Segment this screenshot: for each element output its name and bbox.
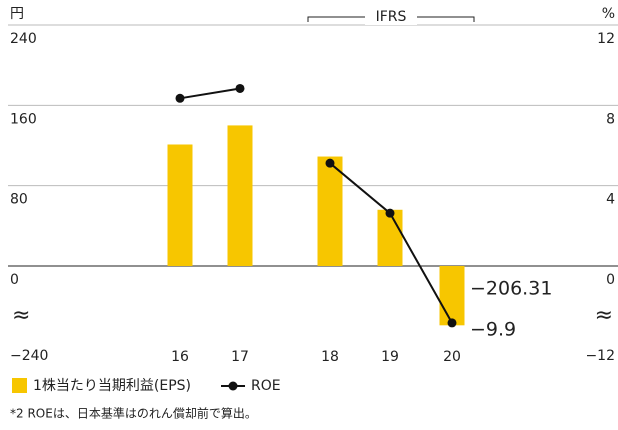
point bbox=[447, 318, 457, 328]
point bbox=[325, 158, 335, 168]
bar bbox=[377, 209, 403, 266]
legend-marker bbox=[228, 381, 238, 391]
legend-label: ROE bbox=[251, 378, 281, 394]
value-label: −206.31 bbox=[470, 278, 552, 300]
y-tick-label: 0 bbox=[10, 272, 19, 288]
axis-break: ≈ bbox=[595, 303, 613, 328]
y-unit: 円 bbox=[10, 6, 24, 22]
bracket-label: IFRS bbox=[376, 9, 407, 25]
axis-break: ≈ bbox=[12, 303, 30, 328]
x-tick-label: 20 bbox=[443, 349, 461, 365]
bar bbox=[227, 125, 253, 267]
y-tick-label: 80 bbox=[10, 192, 28, 208]
x-tick-label: 17 bbox=[231, 349, 249, 365]
y-tick-label: 240 bbox=[10, 31, 37, 47]
line bbox=[179, 87, 241, 100]
point bbox=[385, 208, 395, 218]
x-tick-label: 18 bbox=[321, 349, 339, 365]
y2-tick-label: −12 bbox=[585, 348, 615, 364]
y2-tick-label: 0 bbox=[606, 272, 615, 288]
legend-swatch bbox=[12, 378, 27, 393]
bar bbox=[317, 156, 343, 266]
y2-tick-label: 12 bbox=[597, 31, 615, 47]
bracket-gap bbox=[365, 9, 417, 25]
legend-label: 1株当たり当期利益(EPS) bbox=[33, 378, 191, 394]
x-tick-label: 16 bbox=[171, 349, 189, 365]
x-tick-label: 19 bbox=[381, 349, 399, 365]
y2-unit: % bbox=[602, 6, 615, 22]
bar bbox=[439, 266, 465, 326]
point bbox=[175, 93, 185, 103]
y-tick-label: 160 bbox=[10, 111, 37, 127]
value-label: −9.9 bbox=[470, 318, 516, 340]
footnote: *2 ROEは、日本基準はのれん償却前で算出。 bbox=[10, 406, 257, 421]
bar bbox=[167, 144, 193, 266]
y-tick-label: −240 bbox=[10, 348, 48, 364]
point bbox=[235, 83, 245, 93]
y2-tick-label: 4 bbox=[606, 192, 615, 208]
y2-tick-label: 8 bbox=[606, 111, 615, 127]
